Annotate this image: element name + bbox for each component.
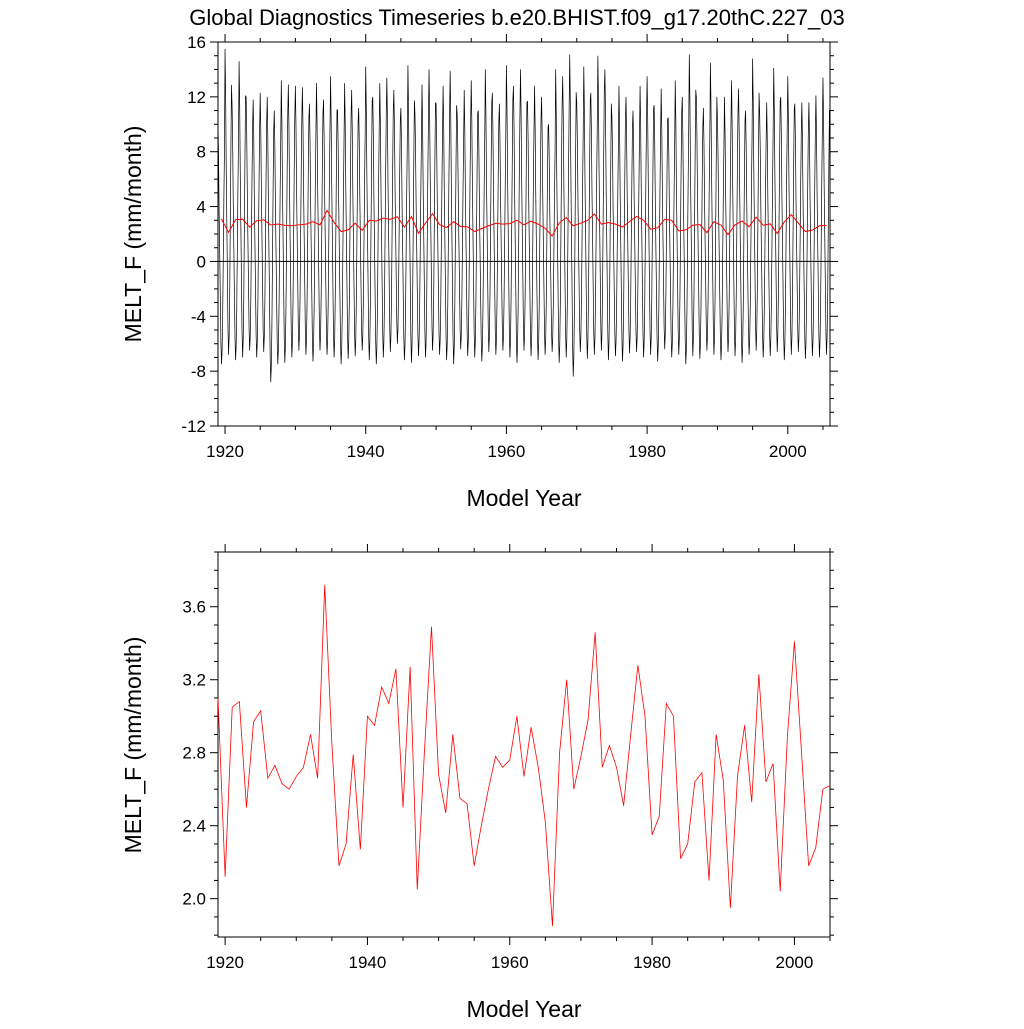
tick-labels-bottom: 1920 1940 1960 1980 2000 2.0 2.4 2.8 3.2 3.6 — [182, 598, 813, 972]
figure-title: Global Diagnostics Timeseries b.e20.BHIS… — [189, 5, 845, 30]
y-tick-label: 12 — [187, 88, 206, 107]
y-tick-label: 0 — [197, 252, 206, 271]
x-tick-label: 1960 — [491, 953, 529, 972]
x-tick-label: 2000 — [769, 442, 807, 461]
y-tick-label: 2.8 — [182, 744, 206, 763]
x-axis-title-top: Model Year — [466, 485, 581, 511]
y-tick-label: -8 — [191, 362, 206, 381]
x-tick-label: 1980 — [633, 953, 671, 972]
y-tick-label: 16 — [187, 33, 206, 52]
y-tick-label: 3.2 — [182, 671, 206, 690]
x-tick-label: 1960 — [487, 442, 525, 461]
y-tick-label: -4 — [191, 307, 206, 326]
y-axis-title-top: MELT_F (mm/month) — [120, 126, 146, 343]
tick-marks-bottom — [210, 544, 838, 945]
tick-marks-top — [210, 34, 838, 434]
plot-frame-bottom — [217, 551, 831, 938]
tick-labels-top: 1920 1940 1960 1980 2000 -12 -8 -4 0 4 8 12 16 — [181, 33, 806, 461]
x-tick-label: 1980 — [628, 442, 666, 461]
x-tick-label: 2000 — [776, 953, 814, 972]
x-tick-label: 1920 — [206, 442, 244, 461]
series-bottom — [217, 584, 831, 927]
y-tick-label: 4 — [197, 198, 206, 217]
annual-mean-line — [217, 584, 831, 927]
x-tick-label: 1920 — [206, 953, 244, 972]
y-tick-label: -12 — [181, 417, 206, 436]
y-axis-title-bottom: MELT_F (mm/month) — [120, 637, 146, 854]
x-axis-title-bottom: Model Year — [466, 996, 581, 1022]
monthly-series-line — [217, 48, 830, 383]
chart-annual-mean: 1920 1940 1960 1980 2000 2.0 2.4 2.8 3.2 3.6 Mode… — [120, 544, 838, 1022]
chart-monthly-timeseries: 1920 1940 1960 1980 2000 -12 -8 -4 0 4 8 12 16 Model… — [120, 33, 838, 511]
y-tick-label: 8 — [197, 143, 206, 162]
y-tick-label: 2.4 — [182, 817, 206, 836]
x-tick-label: 1940 — [347, 442, 385, 461]
y-tick-label: 2.0 — [182, 890, 206, 909]
y-tick-label: 3.6 — [182, 598, 206, 617]
annual-mean-line-top — [221, 209, 827, 237]
x-tick-label: 1940 — [349, 953, 387, 972]
series-top — [217, 48, 830, 383]
